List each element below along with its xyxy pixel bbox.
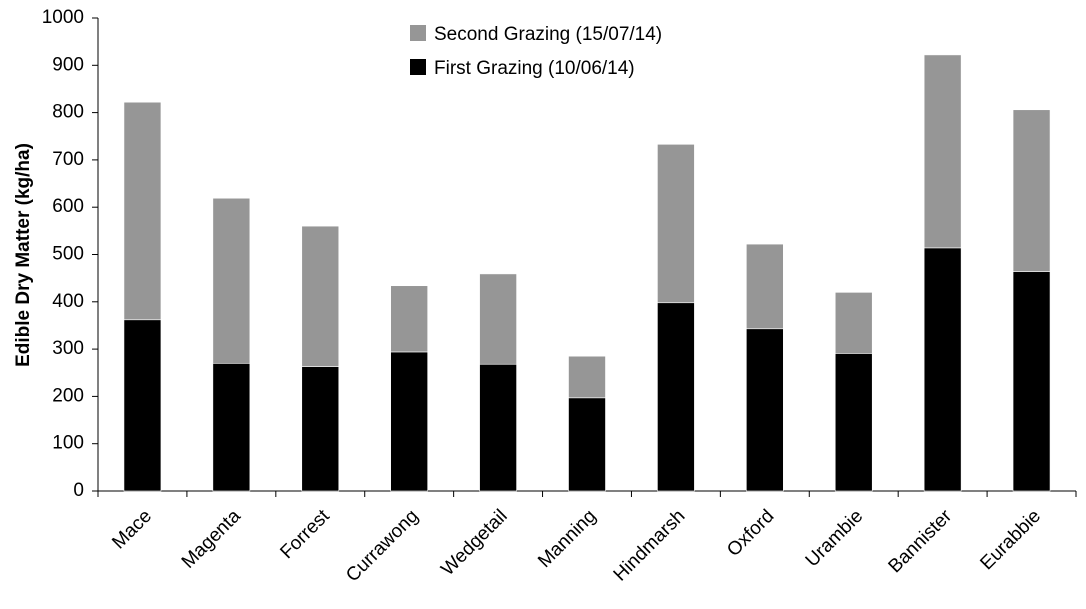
bar-second-grazing-manning <box>568 355 606 399</box>
x-tick-label: Eurabbie <box>976 506 1045 575</box>
bar-first-grazing-oxford <box>746 328 784 492</box>
bar-first-grazing-eurabbie <box>1012 271 1051 492</box>
legend-swatch-second-grazing <box>410 25 426 41</box>
bar-second-grazing-forrest <box>301 225 340 367</box>
x-tick-label: Bannister <box>885 505 957 577</box>
bar-second-grazing-currawong <box>390 285 428 353</box>
bar-second-grazing-urambie <box>834 292 873 354</box>
axes <box>92 17 1077 497</box>
y-tick-label: 600 <box>52 196 84 217</box>
bars <box>123 54 1051 492</box>
y-axis-label: Edible Dry Matter (kg/ha) <box>13 143 34 367</box>
bar-first-grazing-manning <box>568 397 606 492</box>
y-tick-label: 500 <box>52 244 84 265</box>
y-tick-label: 800 <box>52 102 84 123</box>
y-tick-label: 0 <box>73 480 84 501</box>
bar-first-grazing-urambie <box>834 353 873 492</box>
tick-labels: 0 100 200 300 400 500 600 700 800 900 1000 Mace Mage… <box>42 7 1045 586</box>
bar-second-grazing-eurabbie <box>1012 109 1051 272</box>
y-tick-label: 1000 <box>42 7 84 28</box>
bar-second-grazing-magenta <box>212 197 251 364</box>
x-tick-label: Wedgetail <box>437 506 511 580</box>
y-tick-label: 300 <box>52 338 84 359</box>
x-tick-label: Magenta <box>178 505 245 572</box>
x-tick-label: Forrest <box>276 505 334 563</box>
y-tick-label: 700 <box>52 149 84 170</box>
bar-second-grazing-mace <box>123 101 162 321</box>
legend: Second Grazing (15/07/14) First Grazing … <box>410 24 662 79</box>
y-tick-label: 900 <box>52 54 84 75</box>
bar-second-grazing-wedgetail <box>479 273 517 365</box>
x-tick-label: Manning <box>534 506 600 572</box>
bar-first-grazing-wedgetail <box>479 363 517 492</box>
bar-first-grazing-magenta <box>212 362 251 492</box>
bar-second-grazing-oxford <box>746 243 784 330</box>
bar-first-grazing-currawong <box>390 351 428 492</box>
x-tick-label: Hindmarsh <box>610 506 690 586</box>
bar-first-grazing-bannister <box>923 247 962 492</box>
legend-label-second-grazing: Second Grazing (15/07/14) <box>434 24 662 45</box>
x-tick-label: Urambie <box>802 506 868 572</box>
bar-first-grazing-hindmarsh <box>657 302 695 492</box>
y-tick-label: 200 <box>52 385 84 406</box>
legend-label-first-grazing: First Grazing (10/06/14) <box>434 58 635 79</box>
x-tick-label: Oxford <box>723 506 778 561</box>
y-tick-label: 100 <box>52 433 84 454</box>
bar-first-grazing-mace <box>123 319 162 492</box>
bar-first-grazing-forrest <box>301 366 340 492</box>
bar-second-grazing-bannister <box>923 54 962 249</box>
bar-second-grazing-hindmarsh <box>657 143 695 304</box>
x-tick-label: Currawong <box>342 506 423 587</box>
x-tick-label: Mace <box>108 506 156 554</box>
y-tick-label: 400 <box>52 291 84 312</box>
legend-swatch-first-grazing <box>410 59 426 75</box>
